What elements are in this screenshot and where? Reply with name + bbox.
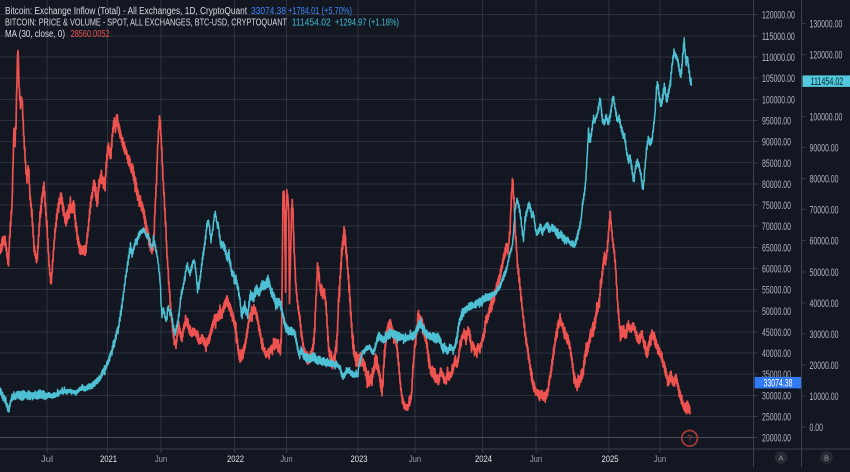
svg-text:2022: 2022 bbox=[227, 454, 244, 465]
svg-text:120000.00: 120000.00 bbox=[762, 10, 795, 22]
svg-text:2025: 2025 bbox=[601, 454, 618, 465]
svg-text:65000.00: 65000.00 bbox=[762, 242, 791, 254]
svg-text:40000.00: 40000.00 bbox=[762, 348, 791, 360]
svg-text:75000.00: 75000.00 bbox=[762, 200, 791, 212]
svg-text:50000.00: 50000.00 bbox=[810, 267, 839, 279]
svg-text:90000.00: 90000.00 bbox=[762, 137, 791, 149]
svg-text:70000.00: 70000.00 bbox=[810, 205, 839, 217]
svg-text:100000.00: 100000.00 bbox=[762, 94, 795, 106]
svg-text:BITCOIN: PRICE & VOLUME - SPOT: BITCOIN: PRICE & VOLUME - SPOT, ALL EXCH… bbox=[5, 18, 287, 29]
svg-text:30000.00: 30000.00 bbox=[810, 329, 839, 341]
svg-text:111454.02: 111454.02 bbox=[292, 18, 331, 29]
svg-text:90000.00: 90000.00 bbox=[810, 143, 839, 155]
svg-text:40000.00: 40000.00 bbox=[810, 298, 839, 310]
svg-text:Jun: Jun bbox=[280, 454, 292, 465]
svg-text:0.00: 0.00 bbox=[810, 422, 824, 434]
svg-text:80000.00: 80000.00 bbox=[762, 179, 791, 191]
svg-text:130000.00: 130000.00 bbox=[810, 18, 843, 30]
svg-text:+1784.01 (+5.70%): +1784.01 (+5.70%) bbox=[288, 6, 352, 17]
svg-text:110000.00: 110000.00 bbox=[762, 52, 795, 64]
svg-text:55000.00: 55000.00 bbox=[762, 285, 791, 297]
svg-text:80000.00: 80000.00 bbox=[810, 174, 839, 186]
svg-text:2024: 2024 bbox=[475, 454, 492, 465]
svg-text:25000.00: 25000.00 bbox=[762, 412, 791, 424]
svg-text:20000.00: 20000.00 bbox=[810, 360, 839, 372]
svg-text:33074.38: 33074.38 bbox=[764, 377, 793, 389]
svg-text:120000.00: 120000.00 bbox=[810, 49, 843, 61]
svg-text:60000.00: 60000.00 bbox=[762, 264, 791, 276]
svg-text:85000.00: 85000.00 bbox=[762, 158, 791, 170]
svg-text:2021: 2021 bbox=[100, 454, 117, 465]
svg-text:100000.00: 100000.00 bbox=[810, 112, 843, 124]
svg-text:50000.00: 50000.00 bbox=[762, 306, 791, 318]
svg-text:115000.00: 115000.00 bbox=[762, 31, 795, 43]
svg-text:+1294.97 (+1.18%): +1294.97 (+1.18%) bbox=[335, 18, 399, 29]
svg-text:A: A bbox=[778, 453, 783, 462]
svg-text:28560.0052: 28560.0052 bbox=[71, 29, 110, 40]
svg-text:95000.00: 95000.00 bbox=[762, 116, 791, 128]
svg-text:2023: 2023 bbox=[350, 454, 367, 465]
svg-text:MA (30, close, 0): MA (30, close, 0) bbox=[5, 29, 65, 40]
svg-text:Jun: Jun bbox=[155, 454, 167, 465]
svg-text:Jun: Jun bbox=[409, 454, 421, 465]
svg-text:Bitcoin: Exchange Inflow (Tota: Bitcoin: Exchange Inflow (Total) - All E… bbox=[5, 6, 247, 17]
svg-text:30000.00: 30000.00 bbox=[762, 390, 791, 402]
svg-text:B: B bbox=[824, 453, 829, 462]
svg-text:70000.00: 70000.00 bbox=[762, 221, 791, 233]
svg-text:Jun: Jun bbox=[654, 454, 666, 465]
svg-text:105000.00: 105000.00 bbox=[762, 73, 795, 85]
svg-text:60000.00: 60000.00 bbox=[810, 236, 839, 248]
svg-text:20000.00: 20000.00 bbox=[762, 433, 791, 445]
svg-text:Jun: Jun bbox=[530, 454, 542, 465]
svg-text:33074.38: 33074.38 bbox=[251, 6, 286, 17]
svg-text:10000.00: 10000.00 bbox=[810, 391, 839, 403]
svg-text:Jul: Jul bbox=[41, 454, 53, 465]
svg-text:45000.00: 45000.00 bbox=[762, 327, 791, 339]
svg-text:111454.02: 111454.02 bbox=[811, 76, 844, 88]
svg-text:?: ? bbox=[687, 434, 692, 444]
